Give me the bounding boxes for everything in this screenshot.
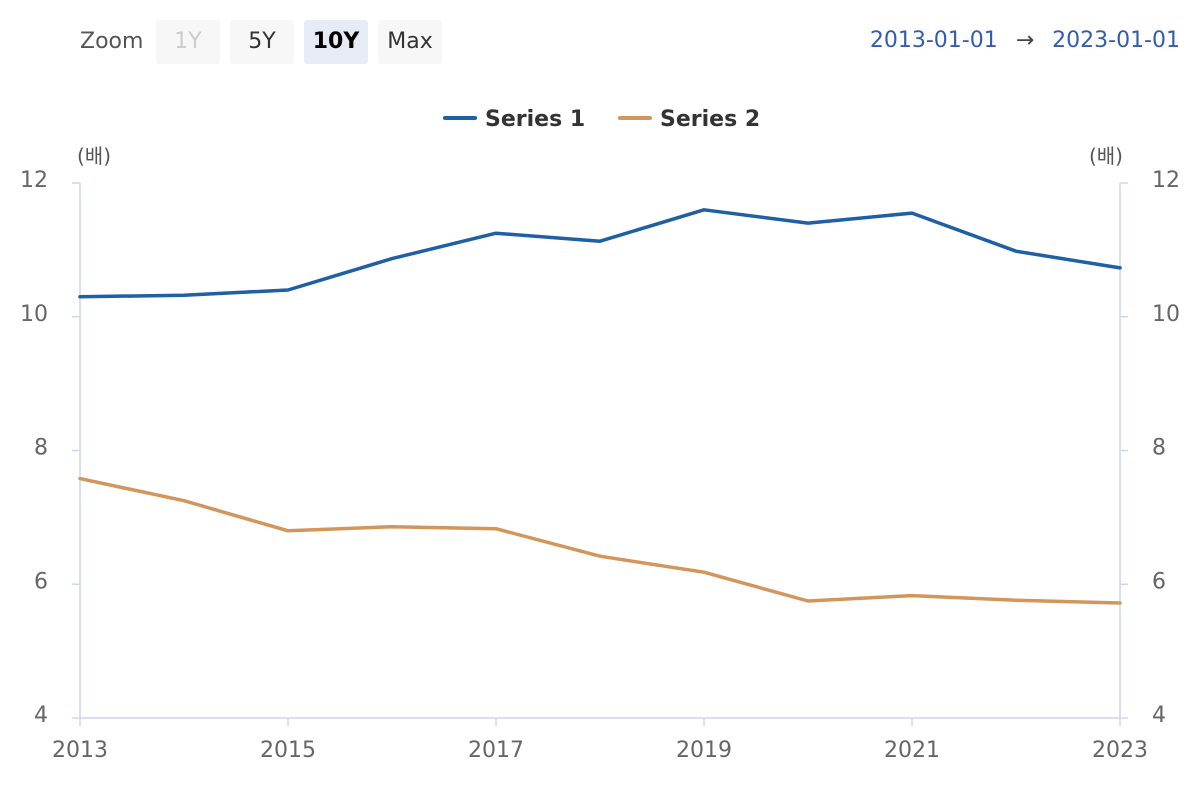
range-from-input[interactable]: 2013-01-01 — [869, 28, 998, 53]
zoom-label: Zoom — [80, 29, 144, 54]
y-tick-label-left: 8 — [34, 436, 48, 461]
legend-series-2-label[interactable]: Series 2 — [660, 107, 760, 132]
y-tick-label-right: 6 — [1152, 569, 1166, 594]
x-tick-label: 2021 — [884, 738, 940, 763]
series-2-line — [78, 476, 1122, 605]
y-tick-label-right: 10 — [1152, 302, 1180, 327]
range-to-input[interactable]: 2023-01-01 — [1052, 28, 1180, 53]
x-tick-label: 2015 — [260, 738, 316, 763]
chart-toolbar: Zoom 1Y 5Y 10Y Max 2013-01-01 → 2023-01-01 — [0, 0, 1200, 86]
y-unit-label-right: (배) — [1089, 144, 1123, 168]
x-tick-label: 2017 — [468, 738, 524, 763]
zoom-5y-button[interactable]: 5Y — [230, 20, 294, 64]
y-tick-label-right: 8 — [1152, 436, 1166, 461]
y-tick-label-left: 12 — [20, 168, 48, 193]
legend-series-1-label[interactable]: Series 1 — [485, 107, 585, 132]
y-tick-label-left: 4 — [34, 703, 48, 728]
y-tick-label-right: 4 — [1152, 703, 1166, 728]
y-tick-label-right: 12 — [1152, 168, 1180, 193]
zoom-10y-button[interactable]: 10Y — [304, 20, 368, 64]
y-unit-label-left: (배) — [77, 144, 111, 168]
series-1-line — [78, 208, 1122, 299]
date-range: 2013-01-01 → 2023-01-01 — [870, 28, 1180, 53]
x-tick-label: 2013 — [52, 738, 108, 763]
zoom-max-button[interactable]: Max — [378, 20, 442, 64]
range-arrow-icon: → — [1015, 28, 1035, 53]
x-tick-label: 2023 — [1092, 738, 1148, 763]
zoom-1y-button[interactable]: 1Y — [156, 20, 220, 64]
y-tick-label-left: 10 — [20, 302, 48, 327]
y-tick-label-left: 6 — [34, 569, 48, 594]
x-tick-label: 2019 — [676, 738, 732, 763]
